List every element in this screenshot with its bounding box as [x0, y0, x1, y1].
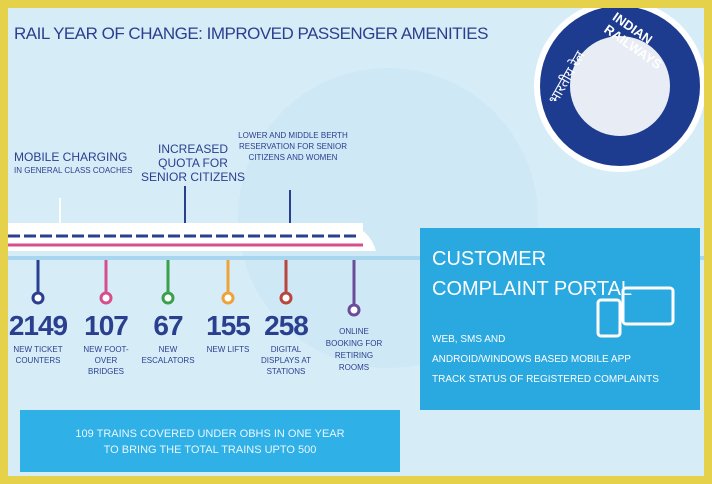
stat-label: NEW ESCALATORS	[140, 344, 196, 366]
stat-label: DIGITAL DISPLAYS AT STATIONS	[258, 344, 314, 377]
stat-dot	[163, 293, 173, 303]
stat-dot	[281, 293, 291, 303]
infographic: RAIL YEAR OF CHANGE: IMPROVED PASSENGER …	[0, 0, 712, 484]
callout: LOWER AND MIDDLE BERTH RESERVATION FOR S…	[238, 130, 348, 163]
portal-line: TRACK STATUS OF REGISTERED COMPLAINTS	[432, 374, 659, 385]
stat-dot	[349, 305, 359, 315]
callout: INCREASED QUOTA FOR SENIOR CITIZENS	[138, 142, 248, 184]
title: RAIL YEAR OF CHANGE: IMPROVED PASSENGER …	[14, 24, 488, 44]
stat-label: NEW FOOT-OVER BRIDGES	[78, 344, 134, 377]
stat-label: ONLINE BOOKING FOR RETIRING ROOMS	[322, 326, 386, 374]
portal-line: ANDROID/WINDOWS BASED MOBILE APP	[432, 354, 631, 365]
stat-dot	[223, 293, 233, 303]
callout: MOBILE CHARGING	[14, 150, 127, 164]
stat-dot	[101, 293, 111, 303]
callout: IN GENERAL CLASS COACHES	[14, 166, 132, 175]
portal-line: WEB, SMS AND	[432, 334, 505, 345]
banner-line: TO BRING THE TOTAL TRAINS UPTO 500	[20, 444, 400, 456]
banner-line: 109 TRAINS COVERED UNDER OBHS IN ONE YEA…	[20, 428, 400, 440]
banner-box	[20, 410, 400, 472]
stat-dot	[33, 293, 43, 303]
stat-value: 258	[246, 310, 326, 342]
stat-label: NEW LIFTS	[200, 344, 256, 355]
graphics	[8, 8, 704, 476]
portal-title: CUSTOMER COMPLAINT PORTAL	[432, 244, 652, 304]
stat-label: NEW TICKET COUNTERS	[10, 344, 66, 366]
